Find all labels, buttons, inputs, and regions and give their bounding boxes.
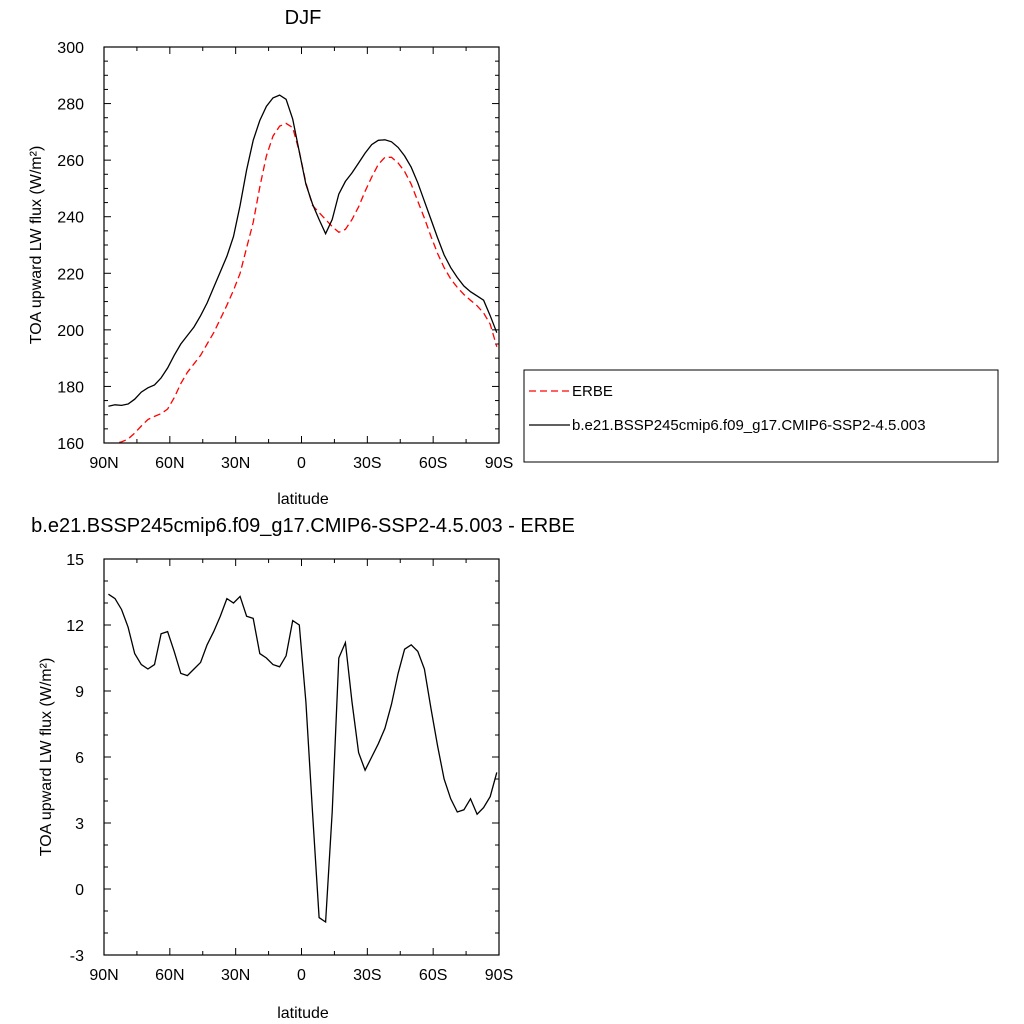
climatology-chart: DJF TOA upward LW flux (W/m²) latitude 9…	[28, 7, 513, 508]
y-tick-label: 3	[75, 816, 84, 833]
x-tick-label: 30N	[221, 455, 250, 472]
y-tick-label: 220	[57, 266, 84, 283]
x-tick-label: 30N	[221, 967, 250, 984]
data-lines	[108, 94, 498, 443]
x-tick-label: 30S	[353, 455, 381, 472]
y-tick-label: 15	[66, 552, 84, 569]
x-tick-label: 90S	[485, 455, 513, 472]
x-axis-label: latitude	[277, 491, 329, 508]
legend-label-model: b.e21.BSSP245cmip6.f09_g17.CMIP6-SSP2-4.…	[572, 417, 926, 434]
x-tick-label: 60S	[419, 967, 447, 984]
difference-series-line	[108, 593, 498, 924]
y-tick-label: 200	[57, 323, 84, 340]
chart-title: b.e21.BSSP245cmip6.f09_g17.CMIP6-SSP2-4.…	[31, 515, 575, 537]
x-tick-label: 90N	[89, 455, 118, 472]
y-axis-label: TOA upward LW flux (W/m²)	[38, 658, 55, 857]
x-tick-label: 60S	[419, 455, 447, 472]
x-tick-label: 90S	[485, 967, 513, 984]
legend: ERBE b.e21.BSSP245cmip6.f09_g17.CMIP6-SS…	[523, 369, 999, 463]
y-tick-label: 9	[75, 684, 84, 701]
model-series-line	[108, 94, 498, 407]
x-tick-label: 0	[297, 967, 306, 984]
x-tick-label: 60N	[155, 455, 184, 472]
y-tick-label: -3	[70, 948, 84, 965]
y-tick-label: 180	[57, 379, 84, 396]
y-axis-label: TOA upward LW flux (W/m²)	[28, 146, 45, 345]
y-tick-label: 6	[75, 750, 84, 767]
x-axis-label: latitude	[277, 1005, 329, 1022]
y-tick-label: 300	[57, 40, 84, 57]
erbe-series-line	[112, 122, 498, 443]
plot-frame	[103, 46, 500, 444]
x-tick-label: 90N	[89, 967, 118, 984]
plot-frame	[103, 558, 500, 956]
y-tick-label: 0	[75, 882, 84, 899]
x-tick-label: 30S	[353, 967, 381, 984]
data-lines	[108, 593, 498, 924]
chart-title: DJF	[285, 7, 322, 29]
y-tick-label: 280	[57, 97, 84, 114]
axis-ticks: 90N 60N 30N 0 30S 60S 90S 160 180 200 220 240 260 280…	[57, 40, 513, 472]
y-tick-label: 240	[57, 210, 84, 227]
legend-box	[523, 369, 999, 463]
legend-label-erbe: ERBE	[572, 383, 613, 400]
difference-chart: b.e21.BSSP245cmip6.f09_g17.CMIP6-SSP2-4.…	[31, 515, 575, 1022]
y-tick-label: 160	[57, 436, 84, 453]
axis-ticks: 90N 60N 30N 0 30S 60S 90S -3 0 3 6 9 12 15	[66, 552, 513, 984]
x-tick-label: 0	[297, 455, 306, 472]
x-tick-label: 60N	[155, 967, 184, 984]
y-tick-label: 12	[66, 618, 84, 635]
y-tick-label: 260	[57, 153, 84, 170]
